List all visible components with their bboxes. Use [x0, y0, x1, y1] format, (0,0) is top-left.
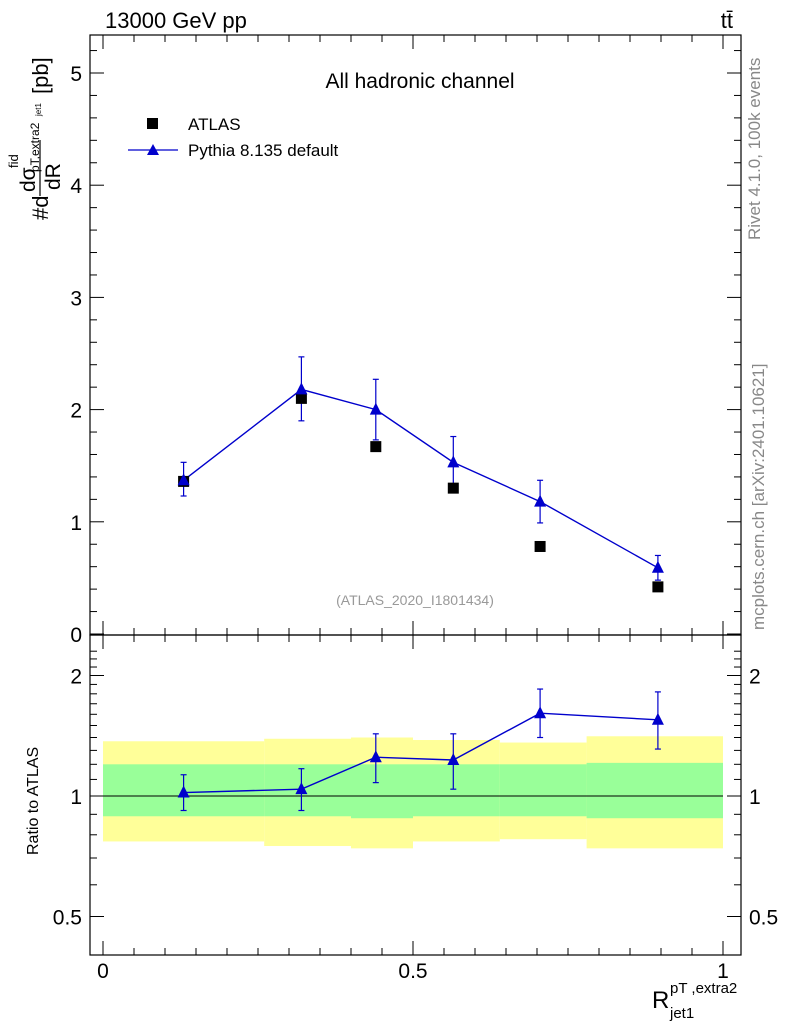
pythia-data-point	[651, 560, 664, 573]
main-y-tick-label: 1	[70, 512, 82, 535]
mcplots-source-label: mcplots.cern.ch [arXiv:2401.10621]	[749, 364, 768, 630]
main-y-axis-label: #d dσ fid pT,extra2 jet1 dR [pb]	[6, 57, 65, 220]
atlas-data-point	[295, 392, 307, 404]
legend-pythia-label: Pythia 8.135 default	[188, 141, 339, 160]
stat-uncertainty-band	[499, 764, 587, 817]
ratio-x-ticks: 0 0.5 1	[97, 635, 729, 983]
chart-title: All hadronic channel	[325, 70, 514, 93]
atlas-data-point	[447, 482, 459, 494]
pythia-line	[183, 388, 659, 569]
x-tick-label: 1	[717, 960, 729, 983]
legend-atlas-marker	[147, 118, 158, 129]
ylabel-prefix: #d	[28, 196, 53, 220]
main-y-tick-label: 2	[70, 400, 82, 423]
ratio-data-point	[369, 750, 382, 763]
ratio-y-tick-label-left: 1	[70, 786, 82, 809]
main-y-tick-label: 4	[70, 175, 82, 198]
ylabel-numerator-sup: fid	[6, 154, 21, 168]
stat-uncertainty-band	[413, 764, 500, 817]
atlas-data-point	[370, 441, 382, 453]
ylabel-denominator: dR	[42, 163, 65, 190]
main-y-tick-label: 5	[70, 63, 82, 86]
ratio-y-axis-label: Ratio to ATLAS	[25, 747, 42, 855]
ratio-frame	[89, 634, 742, 956]
stat-uncertainty-band	[586, 762, 723, 819]
ratio-panel: 0.5 0.51 12 2 0 0.5 1	[53, 634, 778, 983]
ylabel-numerator-subsub: jet1	[34, 103, 43, 117]
main-x-ticks	[102, 35, 724, 635]
ratio-y-tick-label-right: 0.5	[749, 907, 778, 930]
ratio-bands	[103, 736, 723, 849]
ratio-y-tick-label-right: 2	[749, 666, 761, 689]
x-tick-label: 0.5	[398, 960, 427, 983]
ratio-y-tick-label-left: 2	[70, 666, 82, 689]
ratio-data-point	[534, 706, 547, 719]
pythia-data-point	[447, 455, 460, 468]
pythia-data-point	[295, 382, 308, 395]
legend-atlas-label: ATLAS	[188, 115, 241, 134]
ylabel-unit: [pb]	[28, 57, 53, 94]
svg-text:#d: #d	[28, 196, 53, 220]
xlabel-base: R	[652, 987, 669, 1014]
ratio-data-point	[177, 785, 190, 798]
main-data-layer	[177, 356, 664, 593]
ratio-y-ticks: 0.5 0.5 1 1 2 2	[53, 650, 778, 930]
xlabel-sup: pT ,extra2	[670, 980, 737, 997]
ratio-data-layer	[177, 688, 664, 812]
pythia-data-point	[534, 494, 547, 507]
atlas-data-point	[652, 581, 664, 593]
stat-uncertainty-band	[351, 764, 413, 819]
pythia-data-point	[369, 402, 382, 415]
ratio-data-point	[295, 782, 308, 795]
legend: ATLAS Pythia 8.135 default	[128, 115, 339, 160]
main-y-tick-label: 0	[70, 624, 82, 647]
legend-pythia-marker	[147, 144, 159, 155]
atlas-data-point	[534, 540, 546, 552]
ratio-y-tick-label-right: 1	[749, 786, 761, 809]
rivet-version-label: Rivet 4.1.0, 100k events	[745, 58, 764, 240]
pythia-data-point	[177, 473, 190, 486]
ratio-data-point	[651, 712, 664, 725]
main-y-ticks: 0 1 2 3 4 5	[70, 50, 741, 647]
xlabel-sub: jet1	[669, 1005, 694, 1022]
ratio-line	[183, 712, 658, 794]
main-panel: 0 1 2 3 4 5 All hadronic channel (ATLAS_2020_…	[70, 34, 742, 647]
energy-label: 13000 GeV pp	[105, 8, 247, 33]
ratio-y-tick-label-left: 0.5	[53, 907, 82, 930]
ratio-data-point	[447, 753, 460, 766]
x-axis-label: R pT ,extra2 jet1	[652, 980, 737, 1022]
process-label: tt̄	[721, 8, 733, 33]
main-y-tick-label: 3	[70, 287, 82, 310]
x-tick-label: 0	[97, 960, 109, 983]
analysis-tag: (ATLAS_2020_I1801434)	[336, 592, 494, 608]
ylabel-numerator: dσ	[17, 167, 40, 192]
ylabel-numerator-sub: pT,extra2	[28, 122, 42, 172]
